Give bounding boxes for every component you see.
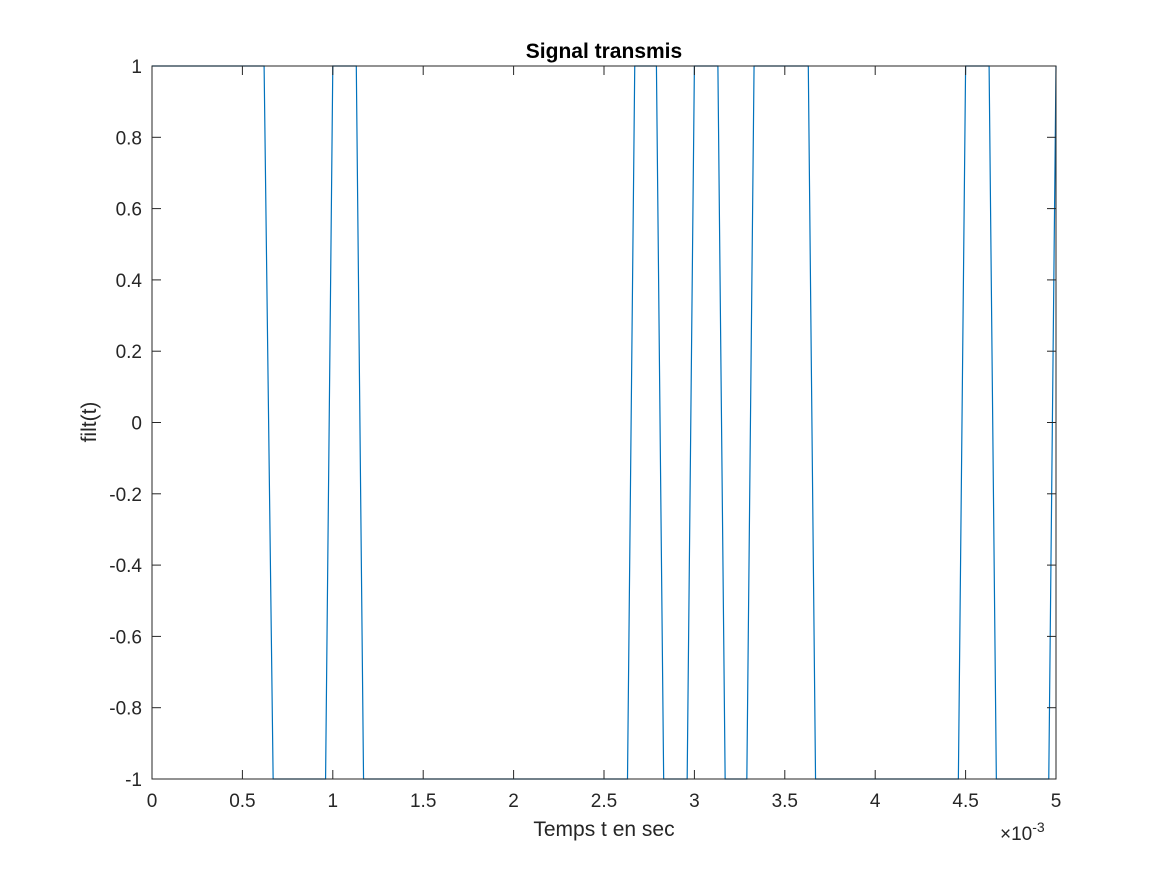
y-tick-label: -0.6 xyxy=(109,627,142,648)
y-tick-label: 0 xyxy=(131,414,142,435)
x-tick-label: 2 xyxy=(508,791,519,812)
x-tick-label: 3.5 xyxy=(772,791,798,812)
y-tick-label: 1 xyxy=(131,57,142,78)
y-tick-label: -0.2 xyxy=(109,485,142,506)
y-tick-label: -0.4 xyxy=(109,556,142,577)
x-tick-label: 2.5 xyxy=(591,791,617,812)
chart-title: Signal transmis xyxy=(526,40,682,63)
axes-box xyxy=(151,65,1057,780)
x-tick-label: 0.5 xyxy=(229,791,255,812)
y-tick-label: 0.8 xyxy=(116,128,142,149)
plot-area xyxy=(152,66,1056,779)
y-tick-label: 0.4 xyxy=(116,271,143,292)
x-tick-label: 5 xyxy=(1051,791,1062,812)
x-axis-label: Temps t en sec xyxy=(533,818,674,841)
x-tick-label: 3 xyxy=(689,791,700,812)
x-axis-exponent-base: ×10 xyxy=(1000,824,1032,845)
y-axis-label: filt(t) xyxy=(78,402,101,443)
x-tick-label: 1 xyxy=(328,791,339,812)
y-tick-label: -0.8 xyxy=(109,699,142,720)
x-tick-label: 1.5 xyxy=(410,791,436,812)
y-tick-label: 0.2 xyxy=(116,342,142,363)
y-tick-label: 0.6 xyxy=(116,200,142,221)
y-tick-label: -1 xyxy=(125,770,142,791)
x-axis-exponent: ×10-3 xyxy=(1000,819,1045,845)
x-tick-label: 0 xyxy=(147,791,158,812)
x-tick-label: 4 xyxy=(870,791,881,812)
tick-layer: 0 0.5 1 1.5 2 2.5 3 3.5 4 4.5 5 -1 -0.8 -0.6 -0.4 -0.2 0… xyxy=(109,57,1061,812)
x-axis-exponent-power: -3 xyxy=(1032,819,1045,835)
x-tick-label: 4.5 xyxy=(952,791,978,812)
